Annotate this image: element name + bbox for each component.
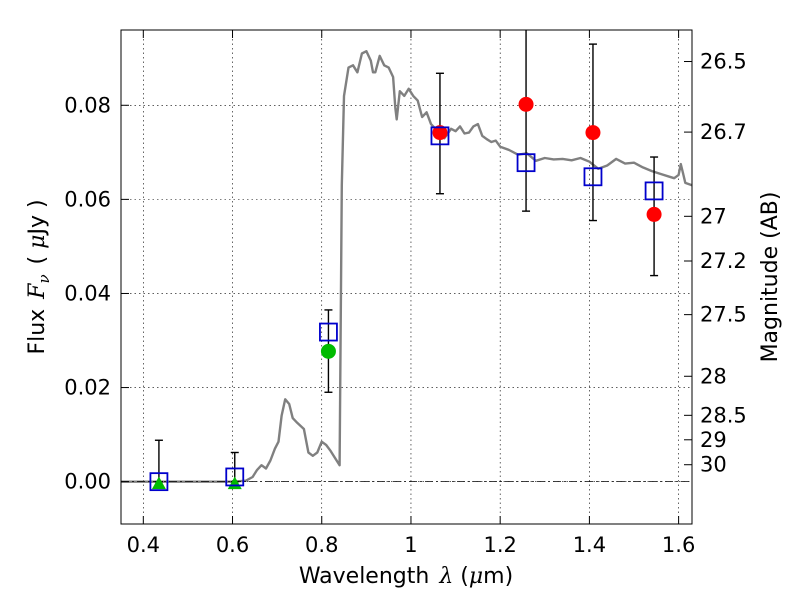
x-tick-label: 1.2 xyxy=(483,533,516,557)
red-circle-point xyxy=(646,206,662,222)
spectrum-line xyxy=(121,50,693,483)
model-spectrum xyxy=(121,50,693,483)
right-tick-label: 27.2 xyxy=(700,249,747,273)
y-tick-label: 0.02 xyxy=(64,376,111,400)
model-square-point xyxy=(516,153,536,173)
plot-frame xyxy=(120,29,693,525)
x-tick-label: 0.4 xyxy=(127,533,160,557)
gridlines xyxy=(121,30,692,524)
x-tick-label: 1.6 xyxy=(662,533,695,557)
model-square-point xyxy=(149,472,169,492)
right-tick-label: 26.5 xyxy=(700,50,747,74)
x-tick-label: 1.4 xyxy=(573,533,606,557)
y-tick-label: 0.00 xyxy=(64,470,111,494)
red-circle-point xyxy=(585,125,601,141)
right-tick-label: 28.5 xyxy=(700,403,747,427)
red-circle-point xyxy=(518,96,534,112)
y-axis-label: FluxFν( μJy ) xyxy=(25,199,53,354)
right-tick-label: 27.5 xyxy=(700,303,747,327)
axis-ticks xyxy=(121,30,692,524)
model-square-point xyxy=(644,181,664,201)
right-tick-label: 30 xyxy=(700,453,727,477)
model-square-point xyxy=(225,467,245,487)
y-tick-label: 0.04 xyxy=(64,281,111,305)
right-tick-label: 28 xyxy=(700,364,727,388)
y-tick-label: 0.08 xyxy=(64,93,111,117)
x-tick-label: 0.8 xyxy=(305,533,338,557)
green-triangle-point xyxy=(151,476,166,490)
x-tick-label: 1 xyxy=(404,533,417,557)
right-tick-label: 26.7 xyxy=(700,120,747,144)
x-axis-label: Wavelength λ (μm) xyxy=(299,564,513,589)
model-square-point xyxy=(319,322,338,342)
data-markers xyxy=(149,96,664,492)
tick-labels: 0.4 0.6 0.8 1 1.2 1.4 1.6 0.00 0.02 0.04 0.06 0.08 2… xyxy=(64,50,747,557)
error-bars xyxy=(154,30,659,483)
model-square-point xyxy=(583,167,603,187)
green-circle-point xyxy=(320,343,336,359)
red-circle-point xyxy=(432,125,448,141)
y-tick-label: 0.06 xyxy=(64,187,111,211)
right-tick-label: 27 xyxy=(700,204,727,228)
right-axis-label: Magnitude (AB) xyxy=(758,192,783,363)
model-square-point xyxy=(430,126,450,146)
right-tick-label: 29 xyxy=(700,428,727,452)
x-tick-label: 0.6 xyxy=(216,533,249,557)
